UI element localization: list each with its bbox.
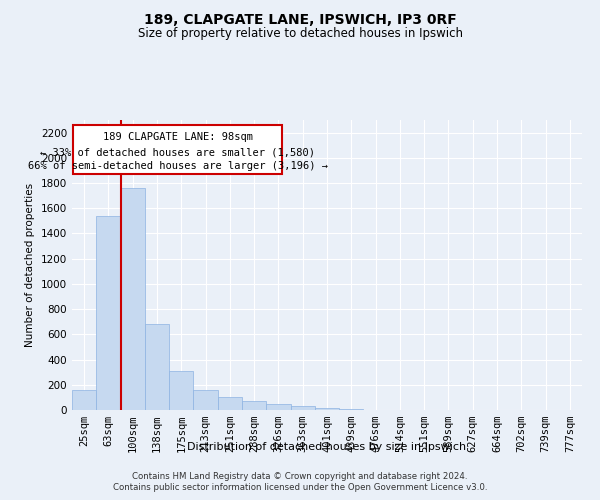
- Bar: [266, 404, 290, 410]
- Text: Size of property relative to detached houses in Ipswich: Size of property relative to detached ho…: [137, 28, 463, 40]
- Bar: [315, 408, 339, 410]
- Bar: [193, 390, 218, 410]
- Text: 66% of semi-detached houses are larger (3,196) →: 66% of semi-detached houses are larger (…: [28, 161, 328, 171]
- Bar: [218, 398, 242, 410]
- Text: Distribution of detached houses by size in Ipswich: Distribution of detached houses by size …: [187, 442, 467, 452]
- Bar: [242, 401, 266, 410]
- Bar: [72, 390, 96, 410]
- Bar: [290, 406, 315, 410]
- Bar: [145, 324, 169, 410]
- Text: ← 33% of detached houses are smaller (1,580): ← 33% of detached houses are smaller (1,…: [40, 147, 315, 157]
- Bar: [121, 188, 145, 410]
- Text: Contains public sector information licensed under the Open Government Licence v3: Contains public sector information licen…: [113, 484, 487, 492]
- FancyBboxPatch shape: [73, 125, 282, 174]
- Bar: [96, 216, 121, 410]
- Text: 189 CLAPGATE LANE: 98sqm: 189 CLAPGATE LANE: 98sqm: [103, 132, 253, 142]
- Text: 189, CLAPGATE LANE, IPSWICH, IP3 0RF: 189, CLAPGATE LANE, IPSWICH, IP3 0RF: [143, 12, 457, 26]
- Bar: [169, 371, 193, 410]
- Text: Contains HM Land Registry data © Crown copyright and database right 2024.: Contains HM Land Registry data © Crown c…: [132, 472, 468, 481]
- Y-axis label: Number of detached properties: Number of detached properties: [25, 183, 35, 347]
